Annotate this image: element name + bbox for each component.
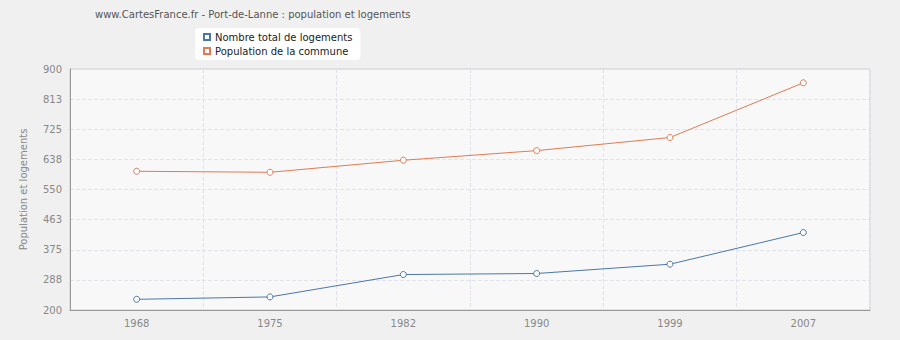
- svg-text:Nombre total de logements: Nombre total de logements: [215, 32, 352, 43]
- svg-text:Population de la commune: Population de la commune: [215, 46, 348, 57]
- svg-text:2007: 2007: [791, 318, 816, 329]
- svg-text:900: 900: [43, 64, 62, 75]
- svg-text:Population et logements: Population et logements: [18, 129, 29, 251]
- svg-text:1968: 1968: [124, 318, 149, 329]
- svg-text:813: 813: [43, 94, 62, 105]
- svg-text:1982: 1982: [391, 318, 416, 329]
- svg-text:288: 288: [43, 274, 62, 285]
- svg-text:www.CartesFrance.fr - Port-de-: www.CartesFrance.fr - Port-de-Lanne : po…: [95, 9, 411, 20]
- svg-text:1990: 1990: [524, 318, 549, 329]
- svg-text:550: 550: [43, 184, 62, 195]
- svg-text:1999: 1999: [657, 318, 682, 329]
- svg-text:725: 725: [43, 124, 62, 135]
- svg-text:375: 375: [43, 244, 62, 255]
- svg-text:200: 200: [43, 305, 62, 316]
- svg-text:1975: 1975: [257, 318, 282, 329]
- svg-text:463: 463: [43, 214, 62, 225]
- svg-text:638: 638: [43, 154, 62, 165]
